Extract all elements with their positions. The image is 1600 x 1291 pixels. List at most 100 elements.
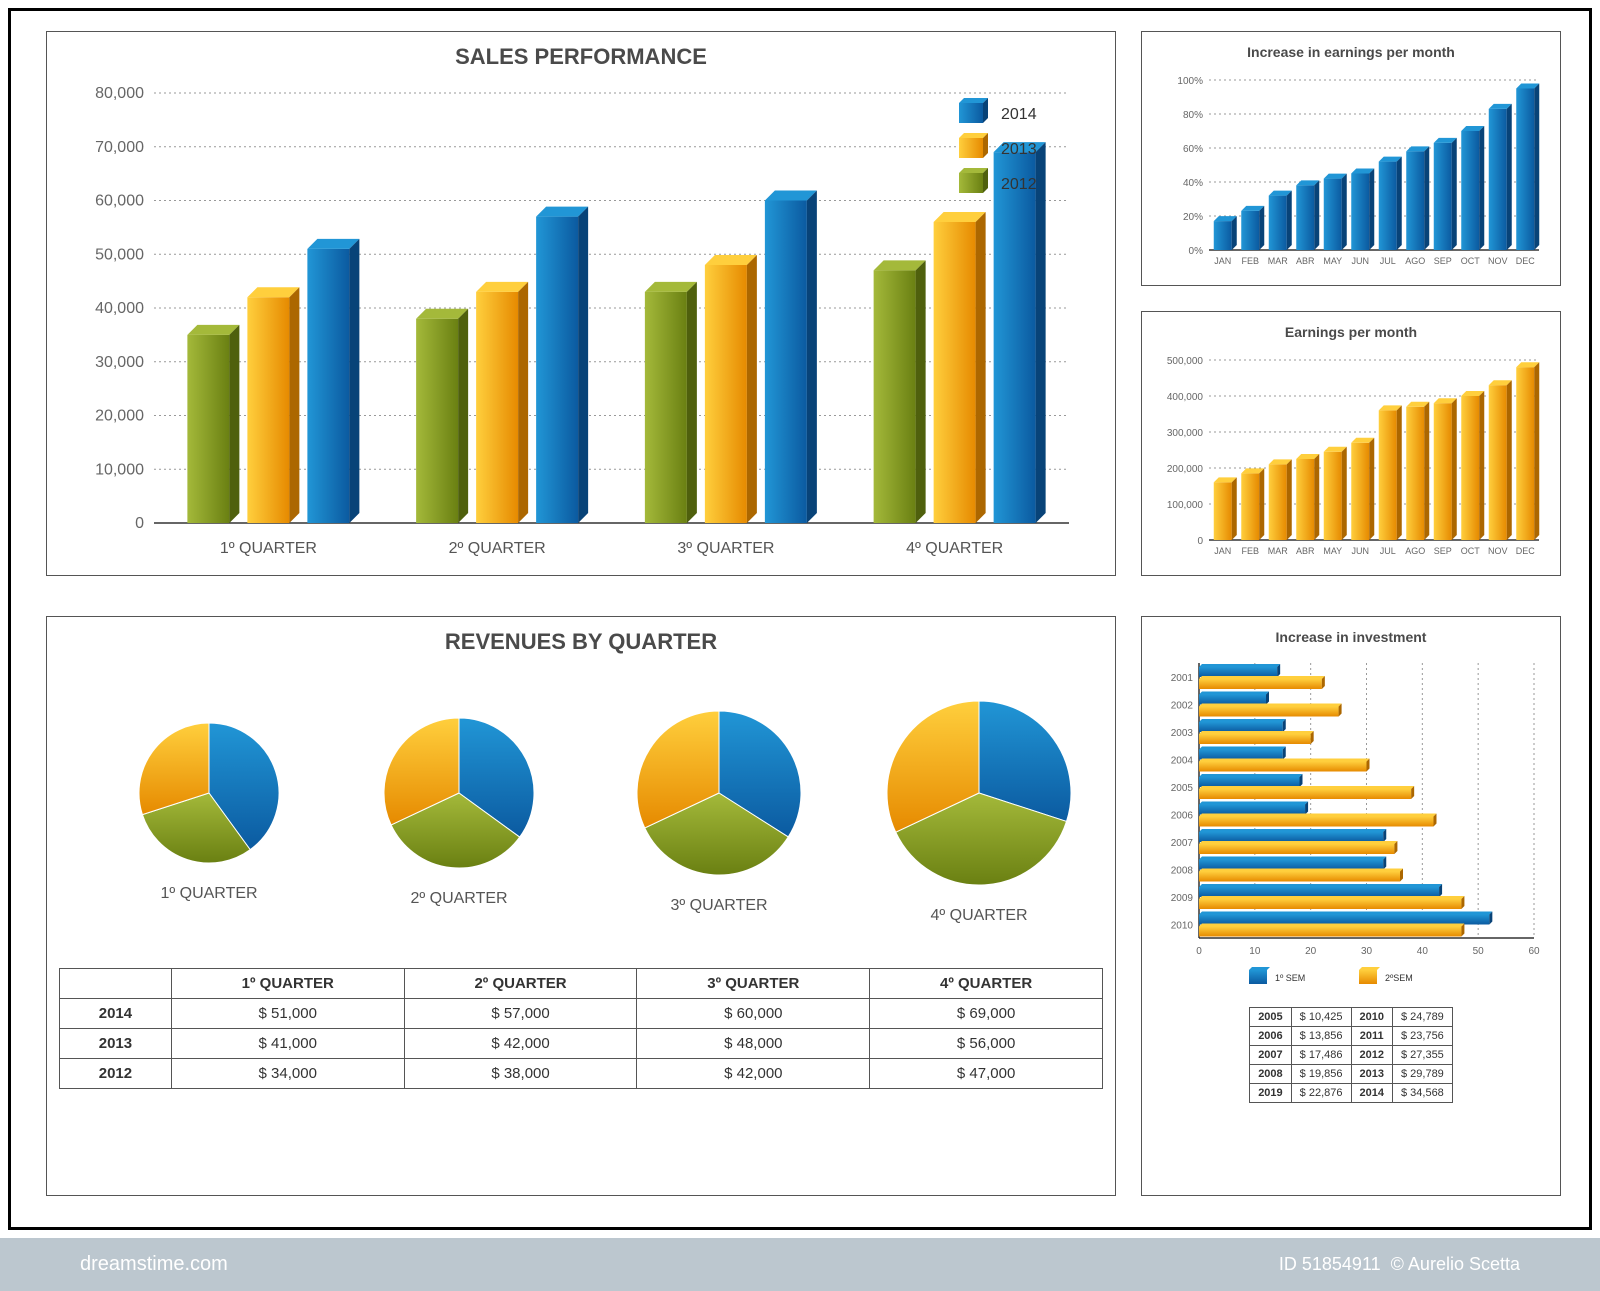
svg-text:FEB: FEB: [1241, 256, 1259, 266]
svg-text:2º QUARTER: 2º QUARTER: [410, 890, 507, 907]
svg-text:60%: 60%: [1183, 144, 1203, 155]
panel-sales-performance: SALES PERFORMANCE 010,00020,00030,00040,…: [46, 31, 1116, 576]
table-cell: $ 42,000: [404, 1029, 637, 1059]
svg-text:0: 0: [1196, 946, 1202, 957]
table-investment: 2005$ 10,4252010$ 24,7892006$ 13,8562011…: [1249, 1007, 1453, 1103]
svg-text:60,000: 60,000: [95, 193, 144, 210]
svg-text:20%: 20%: [1183, 212, 1203, 223]
table-cell: $ 51,000: [171, 999, 404, 1029]
svg-text:2ºSEM: 2ºSEM: [1385, 973, 1413, 983]
title-investment: Increase in investment: [1154, 629, 1548, 645]
svg-text:0%: 0%: [1189, 246, 1204, 257]
table-cell: 2012: [1351, 1046, 1392, 1065]
table-header: 2º QUARTER: [404, 969, 637, 999]
svg-text:80%: 80%: [1183, 110, 1203, 121]
svg-text:JUL: JUL: [1380, 256, 1396, 266]
svg-text:NOV: NOV: [1488, 256, 1508, 266]
panel-earnings-month: Earnings per month 0100,000200,000300,00…: [1141, 311, 1561, 576]
svg-text:40%: 40%: [1183, 178, 1203, 189]
table-header: 3º QUARTER: [637, 969, 870, 999]
table-cell: 2013: [60, 1029, 172, 1059]
svg-text:1º SEM: 1º SEM: [1275, 973, 1305, 983]
table-cell: $ 69,000: [870, 999, 1103, 1029]
chart-investment: 0102030405060200120022003200420052006200…: [1154, 653, 1549, 998]
svg-text:JUN: JUN: [1352, 256, 1370, 266]
svg-text:100,000: 100,000: [1167, 500, 1204, 511]
svg-text:2º QUARTER: 2º QUARTER: [449, 540, 546, 557]
chart-revenues-pies: 1º QUARTER 2º QUARTER 3º QUARTER 4º QUARTER: [59, 663, 1099, 963]
svg-text:OCT: OCT: [1461, 546, 1481, 556]
svg-text:2006: 2006: [1171, 811, 1194, 822]
svg-text:60: 60: [1528, 946, 1540, 957]
svg-text:200,000: 200,000: [1167, 464, 1204, 475]
table-cell: 2014: [60, 999, 172, 1029]
svg-text:2010: 2010: [1171, 921, 1194, 932]
table-cell: 2008: [1250, 1065, 1291, 1084]
table-cell: $ 17,486: [1291, 1046, 1351, 1065]
table-cell: $ 41,000: [171, 1029, 404, 1059]
svg-text:20: 20: [1305, 946, 1317, 957]
svg-text:10,000: 10,000: [95, 461, 144, 478]
svg-text:50: 50: [1473, 946, 1485, 957]
svg-text:2004: 2004: [1171, 756, 1194, 767]
svg-text:ABR: ABR: [1296, 546, 1315, 556]
footer-id: ID 51854911: [1279, 1254, 1381, 1274]
footer-site: dreamstime.com: [80, 1253, 228, 1276]
dashboard-frame: SALES PERFORMANCE 0 10,000 20,000 30,000 40,…: [8, 8, 1592, 1230]
svg-text:MAR: MAR: [1268, 256, 1289, 266]
svg-text:400,000: 400,000: [1167, 392, 1204, 403]
table-cell: $ 34,568: [1392, 1084, 1452, 1103]
table-cell: $ 56,000: [870, 1029, 1103, 1059]
table-cell: $ 29,789: [1392, 1065, 1452, 1084]
svg-text:FEB: FEB: [1241, 546, 1259, 556]
table-cell: $ 47,000: [870, 1059, 1103, 1089]
table-cell: 2013: [1351, 1065, 1392, 1084]
svg-text:OCT: OCT: [1461, 256, 1481, 266]
svg-text:MAY: MAY: [1323, 256, 1342, 266]
table-header: 4º QUARTER: [870, 969, 1103, 999]
table-cell: $ 27,355: [1392, 1046, 1452, 1065]
svg-text:JAN: JAN: [1214, 256, 1231, 266]
table-cell: 2007: [1250, 1046, 1291, 1065]
svg-text:3º QUARTER: 3º QUARTER: [677, 540, 774, 557]
svg-text:80,000: 80,000: [95, 85, 144, 102]
table-cell: $ 60,000: [637, 999, 870, 1029]
table-cell: 2010: [1351, 1008, 1392, 1027]
svg-text:2013: 2013: [1001, 141, 1037, 158]
svg-text:MAY: MAY: [1323, 546, 1342, 556]
footer-author: © Aurelio Scetta: [1391, 1254, 1520, 1274]
title-earnings-month: Earnings per month: [1154, 324, 1548, 340]
svg-text:500,000: 500,000: [1167, 356, 1204, 367]
svg-text:AGO: AGO: [1405, 256, 1425, 266]
title-revenues: REVENUES BY QUARTER: [59, 629, 1103, 655]
svg-text:2003: 2003: [1171, 728, 1194, 739]
svg-text:2002: 2002: [1171, 701, 1194, 712]
svg-text:30,000: 30,000: [95, 354, 144, 371]
svg-text:MAR: MAR: [1268, 546, 1289, 556]
panel-investment: Increase in investment 01020304050602001…: [1141, 616, 1561, 1196]
svg-text:4º QUARTER: 4º QUARTER: [930, 907, 1027, 924]
svg-text:SEP: SEP: [1434, 546, 1452, 556]
title-sales-performance: SALES PERFORMANCE: [59, 44, 1103, 70]
svg-text:DEC: DEC: [1516, 546, 1536, 556]
table-cell: $ 24,789: [1392, 1008, 1452, 1027]
table-cell: $ 34,000: [171, 1059, 404, 1089]
svg-text:2007: 2007: [1171, 838, 1194, 849]
svg-text:100%: 100%: [1177, 76, 1203, 87]
table-cell: 2006: [1250, 1027, 1291, 1046]
table-cell: 2005: [1250, 1008, 1291, 1027]
svg-text:3º QUARTER: 3º QUARTER: [670, 897, 767, 914]
table-cell: 2014: [1351, 1084, 1392, 1103]
svg-text:50,000: 50,000: [95, 246, 144, 263]
table-header: [60, 969, 172, 999]
svg-text:20,000: 20,000: [95, 408, 144, 425]
svg-text:SEP: SEP: [1434, 256, 1452, 266]
svg-text:1º QUARTER: 1º QUARTER: [160, 885, 257, 902]
svg-text:2009: 2009: [1171, 893, 1194, 904]
table-cell: $ 48,000: [637, 1029, 870, 1059]
svg-text:ABR: ABR: [1296, 256, 1315, 266]
chart-sales-performance: 010,00020,00030,00040,00050,00060,00070,…: [59, 78, 1099, 573]
table-header: 1º QUARTER: [171, 969, 404, 999]
svg-text:40,000: 40,000: [95, 300, 144, 317]
panel-earnings-increase: Increase in earnings per month 0%20%40%6…: [1141, 31, 1561, 286]
